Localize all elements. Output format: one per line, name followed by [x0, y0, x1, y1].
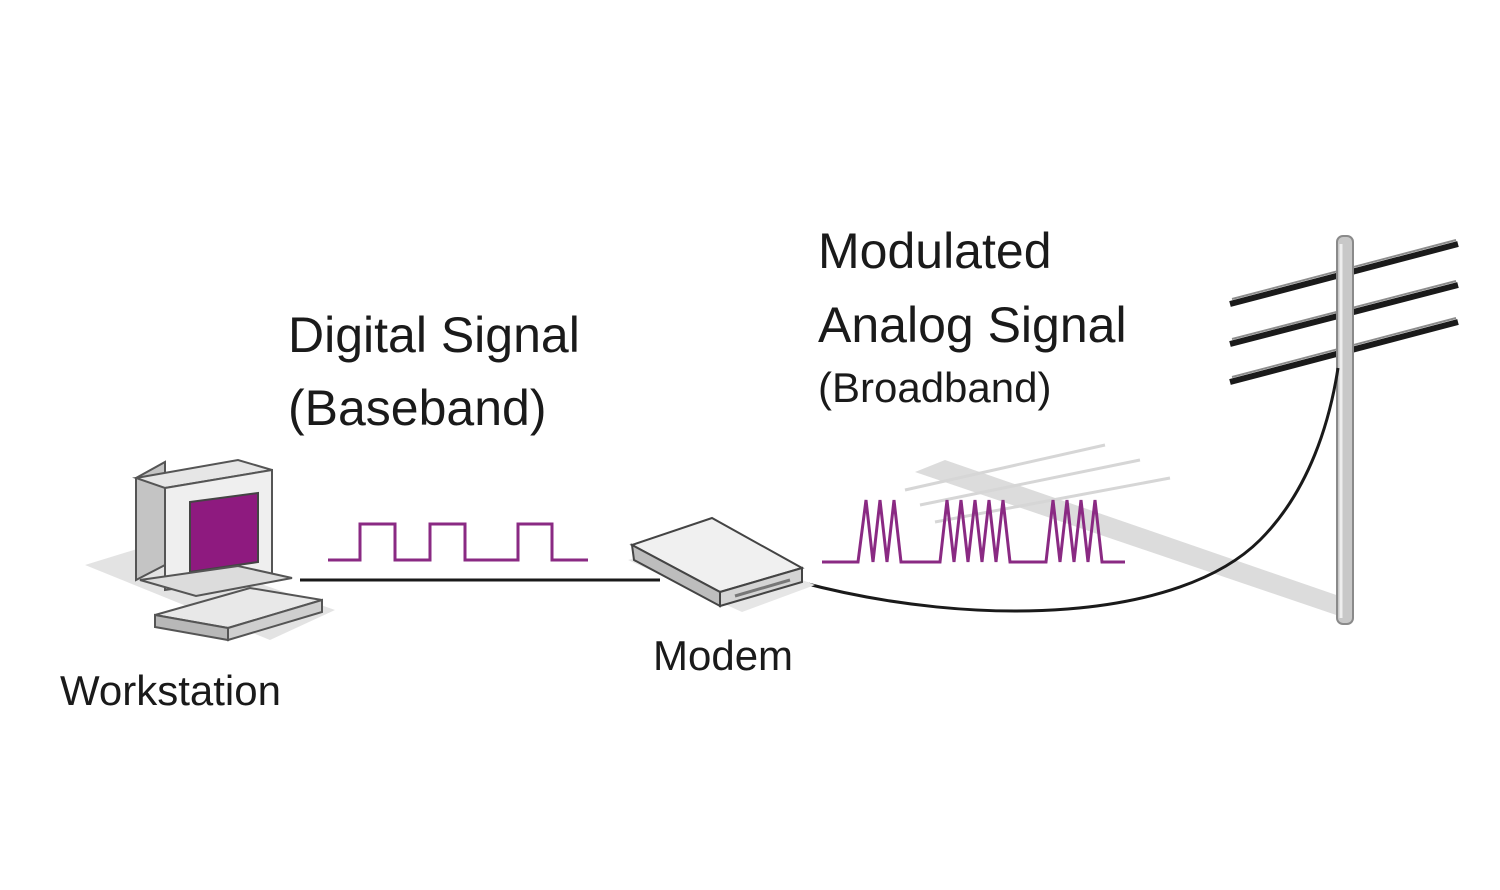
broadband-label: (Broadband): [818, 364, 1051, 411]
modem-icon: [628, 516, 815, 612]
pole-post: [1336, 235, 1354, 625]
workstation-label: Workstation: [60, 667, 281, 714]
analog-modulated-wave: [822, 499, 1125, 564]
shadow-wire-1: [904, 443, 1106, 492]
telephone-pole-icon: [904, 235, 1459, 625]
pole-shadow: [915, 460, 1345, 618]
digital-square-wave: [328, 522, 588, 562]
modem-light-strip: [734, 578, 791, 598]
keyboard-side: [227, 598, 323, 642]
monitor-screen: [189, 491, 259, 574]
modulated-label: Modulated: [818, 223, 1052, 279]
analog-signal-label: Analog Signal: [818, 297, 1127, 353]
digital-signal-label: Digital Signal: [288, 307, 580, 363]
shadow-wire-2: [919, 458, 1141, 507]
modem-label: Modem: [653, 632, 793, 679]
computer-base: [139, 564, 293, 598]
baseband-label: (Baseband): [288, 380, 547, 436]
computer-icon: [85, 458, 335, 642]
modem-pole-cable: [799, 367, 1340, 613]
